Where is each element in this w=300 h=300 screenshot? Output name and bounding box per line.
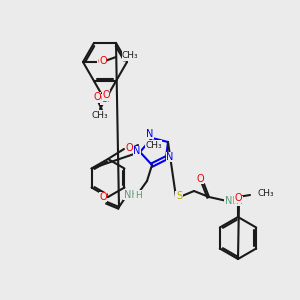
Text: N: N bbox=[146, 129, 154, 139]
Text: O: O bbox=[97, 57, 105, 67]
Text: O: O bbox=[99, 56, 107, 66]
Text: CH₃: CH₃ bbox=[94, 111, 110, 120]
Text: O: O bbox=[125, 143, 133, 153]
Text: O: O bbox=[196, 174, 204, 184]
Text: H: H bbox=[236, 196, 242, 206]
Text: N: N bbox=[166, 152, 174, 162]
Text: O: O bbox=[102, 94, 110, 104]
Text: O: O bbox=[234, 193, 242, 203]
Text: CH₃: CH₃ bbox=[122, 52, 139, 61]
Text: O: O bbox=[102, 90, 110, 100]
Text: O: O bbox=[93, 92, 101, 102]
Text: NH: NH bbox=[124, 190, 138, 200]
Text: NH: NH bbox=[225, 196, 239, 206]
Text: CH₃: CH₃ bbox=[258, 190, 274, 199]
Text: S: S bbox=[176, 191, 182, 201]
Text: H: H bbox=[135, 190, 141, 200]
Text: O: O bbox=[99, 192, 107, 202]
Text: CH₃: CH₃ bbox=[92, 111, 108, 120]
Text: O: O bbox=[100, 94, 108, 104]
Text: CH₃: CH₃ bbox=[145, 140, 162, 149]
Text: N: N bbox=[133, 146, 141, 156]
